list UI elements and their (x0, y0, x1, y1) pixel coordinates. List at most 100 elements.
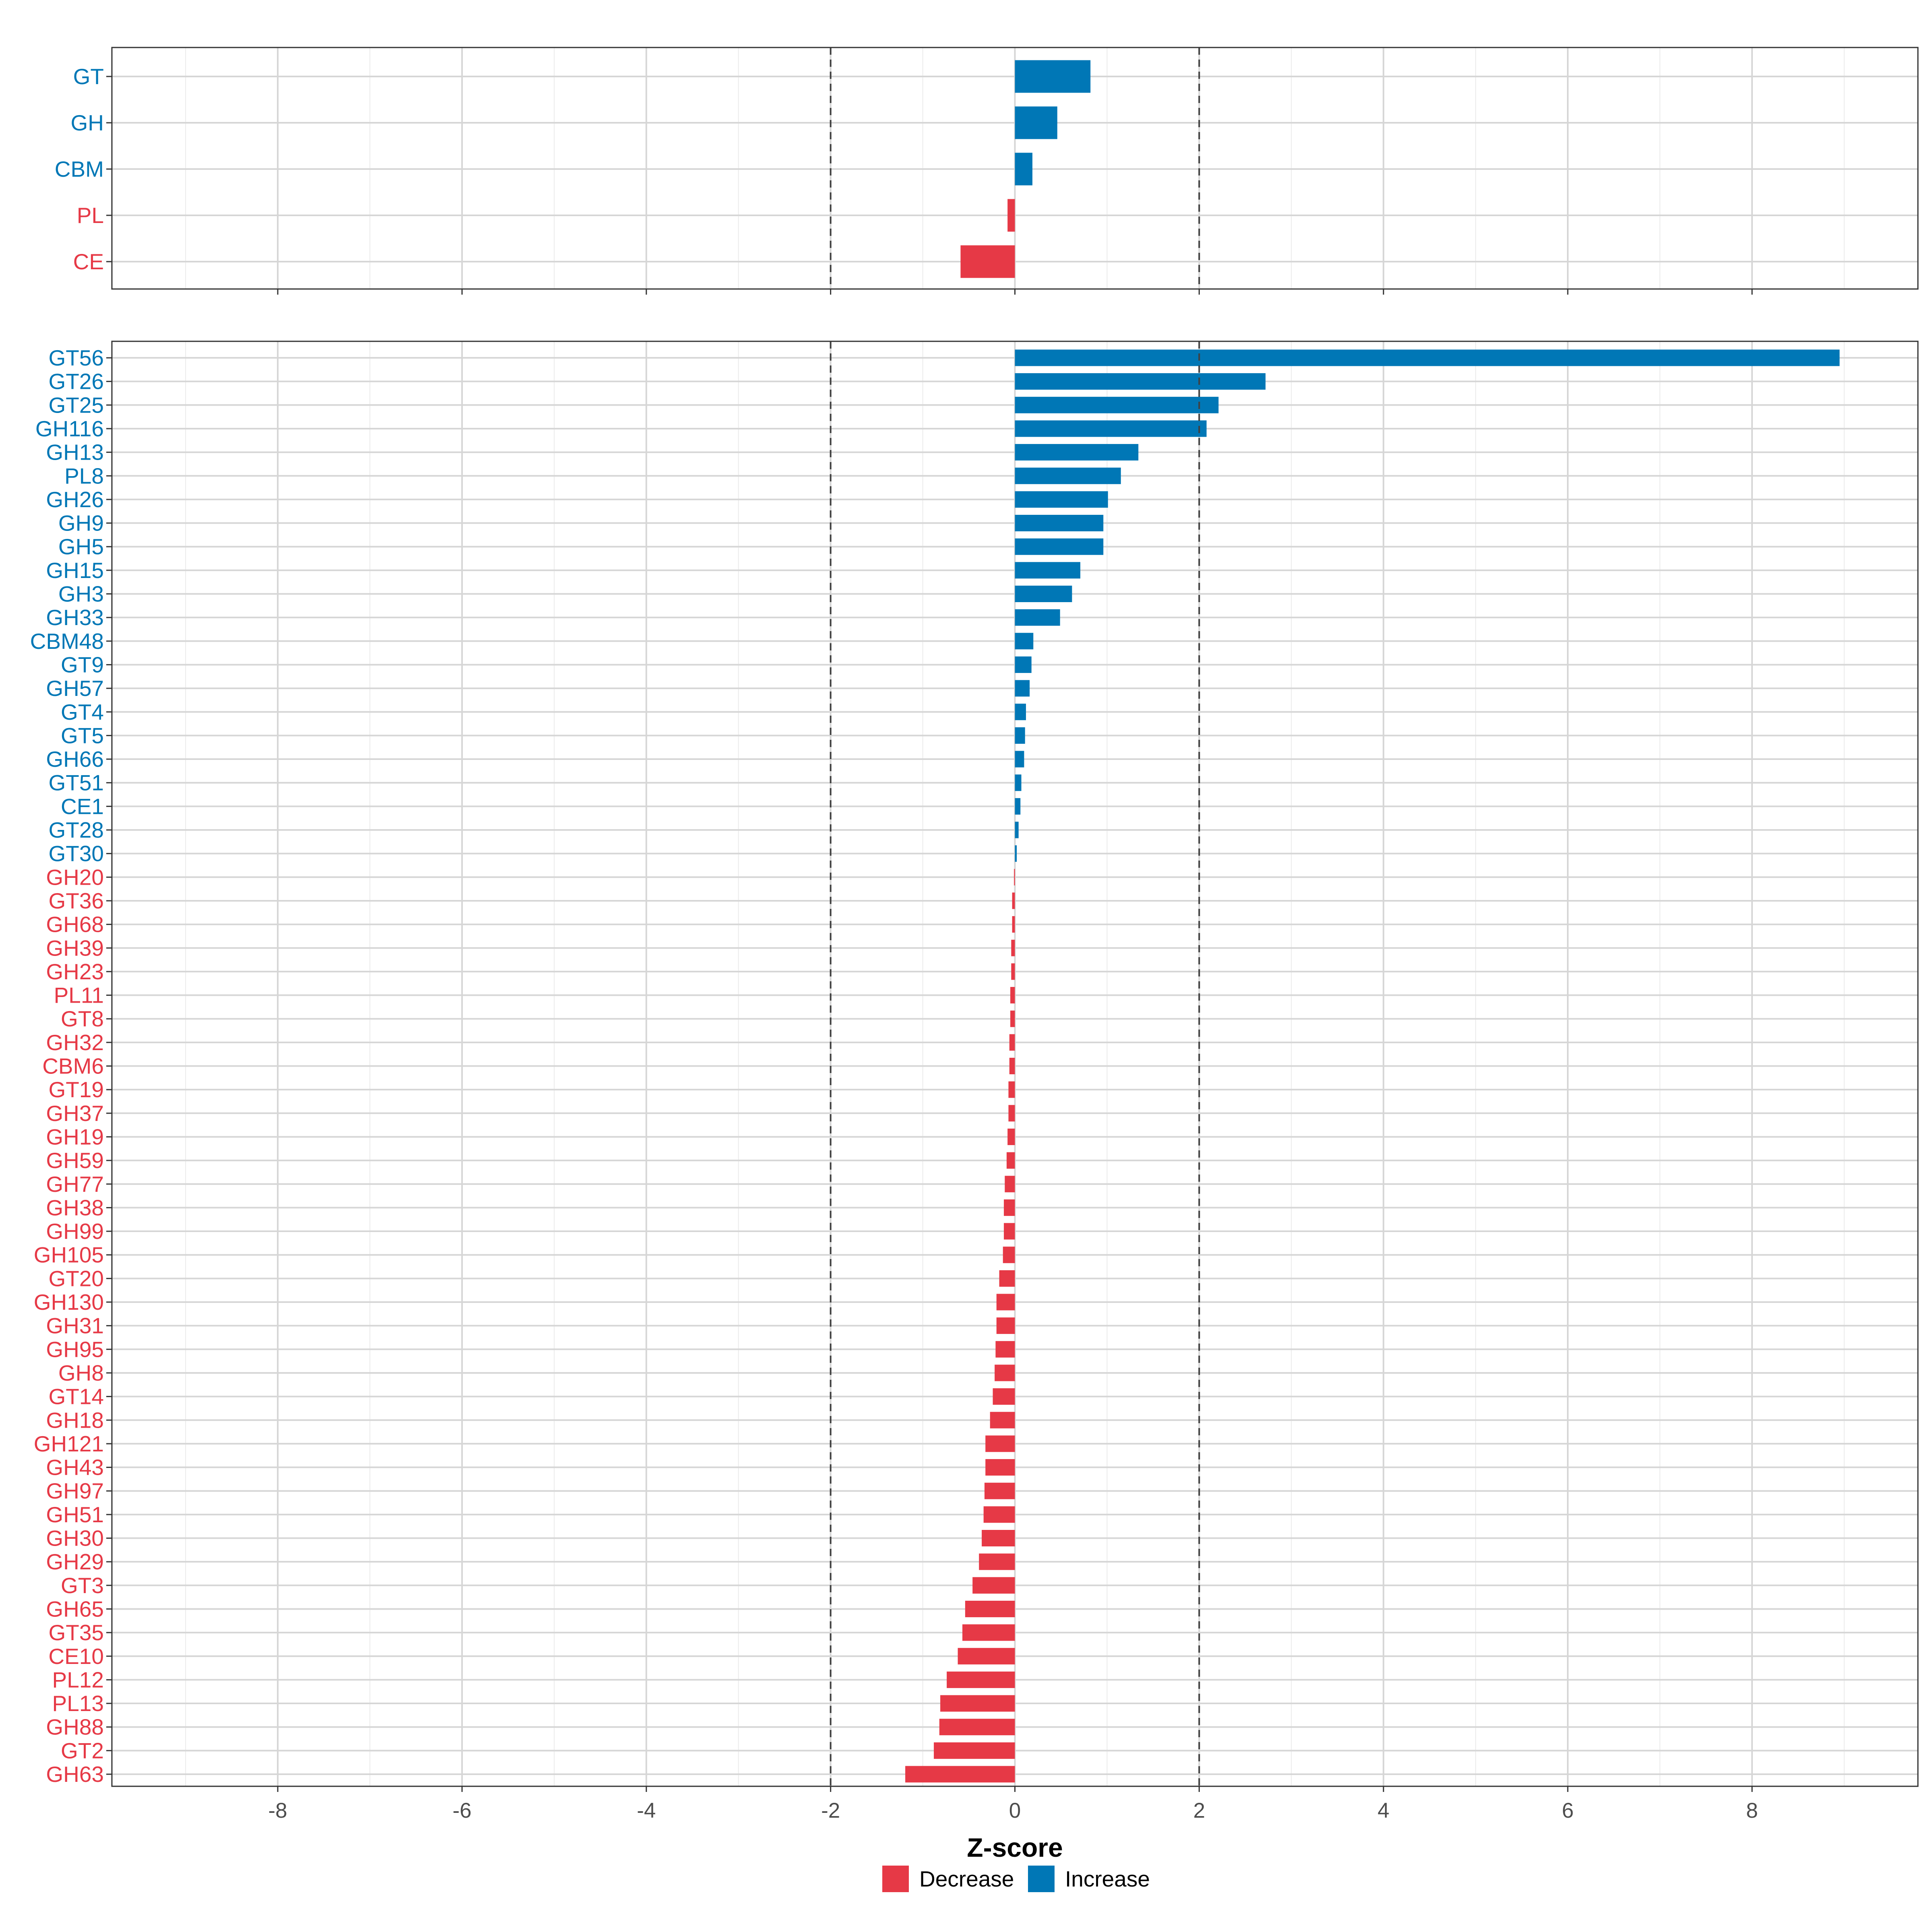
category-label-gt28: GT28 (48, 817, 104, 842)
bar-gh51 (983, 1506, 1015, 1523)
category-label-gh29: GH29 (46, 1549, 104, 1574)
bar-gh19 (1007, 1128, 1015, 1145)
bar-gh13 (1015, 444, 1139, 461)
bar-gh32 (1009, 1034, 1015, 1051)
category-label-gh23: GH23 (46, 959, 104, 984)
x-tick-label: 8 (1746, 1799, 1758, 1823)
category-label-gt14: GT14 (48, 1384, 104, 1409)
x-axis-title: Z-score (967, 1833, 1063, 1862)
legend: Decrease Increase (882, 1866, 1150, 1892)
category-label-gt: GT (73, 64, 104, 89)
bar-pl (1007, 199, 1015, 232)
bar-gh121 (985, 1435, 1015, 1452)
bar-gh3 (1015, 586, 1072, 602)
legend-swatch-decrease (882, 1866, 909, 1892)
category-label-gh26: GH26 (46, 487, 104, 512)
bar-gh9 (1015, 515, 1104, 532)
bar-gh130 (996, 1294, 1015, 1311)
category-label-ce: CE (73, 249, 104, 274)
bar-gh88 (939, 1719, 1015, 1736)
bar-gt20 (999, 1270, 1015, 1287)
bar-ce1 (1015, 798, 1021, 815)
bar-gh30 (982, 1530, 1015, 1546)
category-label-gh39: GH39 (46, 935, 104, 960)
category-label-gt56: GT56 (48, 345, 104, 370)
category-label-gt26: GT26 (48, 369, 104, 394)
category-label-gh3: GH3 (58, 582, 104, 607)
category-label-gt8: GT8 (61, 1006, 104, 1031)
category-label-pl8: PL8 (64, 463, 104, 488)
category-label-gh65: GH65 (46, 1596, 104, 1621)
category-label-gh59: GH59 (46, 1148, 104, 1173)
category-label-gt25: GT25 (48, 392, 104, 417)
bar-gh20 (1014, 869, 1015, 886)
legend-label-increase: Increase (1065, 1866, 1150, 1891)
bar-gt14 (993, 1388, 1015, 1405)
category-label-gh19: GH19 (46, 1124, 104, 1149)
category-label-gt36: GT36 (48, 888, 104, 913)
category-label-gh116: GH116 (35, 416, 104, 441)
category-label-gh5: GH5 (58, 534, 104, 559)
bar-gt51 (1015, 774, 1022, 791)
category-label-gh30: GH30 (46, 1526, 104, 1551)
category-label-gt5: GT5 (61, 723, 104, 748)
category-label-ce10: CE10 (48, 1644, 104, 1669)
category-label-gh9: GH9 (58, 511, 104, 536)
category-label-gt20: GT20 (48, 1266, 104, 1291)
category-label-gh8: GH8 (58, 1360, 104, 1385)
x-tick-label: -4 (637, 1799, 656, 1823)
category-label-gh43: GH43 (46, 1455, 104, 1480)
bar-pl13 (940, 1695, 1015, 1712)
x-tick-label: -2 (821, 1799, 840, 1823)
bar-gh66 (1015, 751, 1024, 768)
category-label-pl12: PL12 (52, 1667, 104, 1692)
bar-gt26 (1015, 373, 1266, 390)
bar-pl12 (947, 1671, 1015, 1688)
bar-gh8 (995, 1364, 1015, 1381)
bar-gt5 (1015, 727, 1025, 744)
bar-gh116 (1015, 420, 1207, 437)
category-label-cbm48: CBM48 (30, 629, 104, 654)
bar-gt35 (962, 1624, 1015, 1641)
bar-gh63 (905, 1766, 1015, 1783)
category-label-gh95: GH95 (46, 1337, 104, 1362)
bar-pl11 (1010, 987, 1015, 1004)
category-label-gh18: GH18 (46, 1408, 104, 1432)
category-label-gh33: GH33 (46, 605, 104, 630)
bar-gt30 (1015, 845, 1017, 862)
category-label-gh51: GH51 (46, 1502, 104, 1527)
bar-cbm6 (1009, 1058, 1015, 1074)
category-label-gh38: GH38 (46, 1195, 104, 1220)
category-label-gh: GH (71, 110, 104, 135)
category-label-pl: PL (77, 203, 104, 228)
category-label-cbm6: CBM6 (42, 1054, 104, 1079)
x-tick-label: 2 (1193, 1799, 1205, 1823)
category-label-gh63: GH63 (46, 1762, 104, 1787)
category-label-gh57: GH57 (46, 676, 104, 701)
category-label-gh121: GH121 (34, 1431, 104, 1456)
category-label-gh130: GH130 (34, 1290, 104, 1315)
category-label-gh13: GH13 (46, 440, 104, 465)
category-label-gt3: GT3 (61, 1573, 104, 1598)
x-tick-label: 0 (1009, 1799, 1021, 1823)
category-label-gh105: GH105 (34, 1243, 104, 1267)
category-label-pl11: PL11 (54, 983, 104, 1008)
category-label-gh66: GH66 (46, 747, 104, 772)
bar-gh68 (1012, 916, 1015, 933)
category-label-gh31: GH31 (46, 1313, 104, 1338)
bar-gh43 (985, 1459, 1015, 1476)
bar-gt4 (1015, 704, 1026, 720)
bar-gh (1015, 106, 1057, 139)
category-label-gt35: GT35 (48, 1620, 104, 1645)
bar-gt25 (1015, 396, 1219, 413)
bar-gt56 (1015, 349, 1840, 366)
category-label-cbm: CBM (55, 157, 104, 182)
category-label-ce1: CE1 (61, 794, 104, 819)
category-label-gh88: GH88 (46, 1715, 104, 1740)
category-label-gh77: GH77 (46, 1172, 104, 1197)
bar-gh97 (984, 1482, 1015, 1499)
bar-gh29 (979, 1553, 1015, 1570)
bar-gh77 (1005, 1176, 1015, 1193)
bar-gh23 (1011, 963, 1015, 980)
category-label-gh15: GH15 (46, 558, 104, 583)
